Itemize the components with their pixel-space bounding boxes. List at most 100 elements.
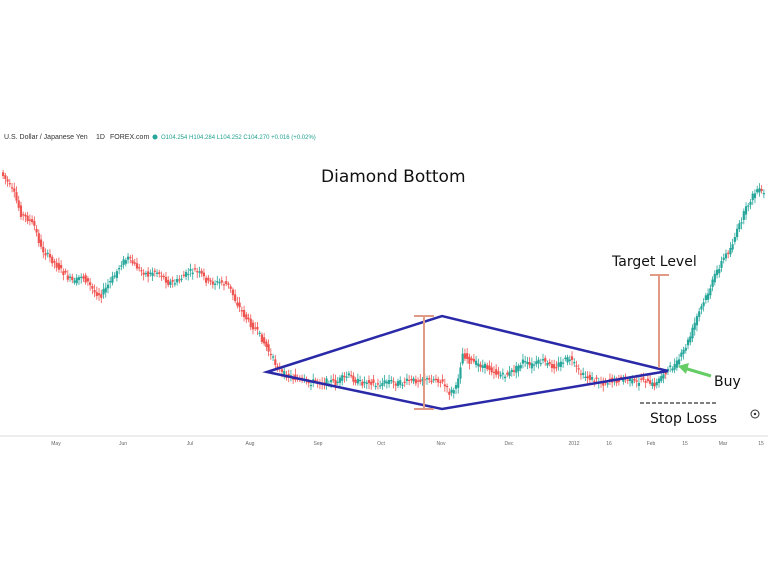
candle-body bbox=[213, 283, 217, 285]
candle-body bbox=[17, 200, 20, 208]
candle-body bbox=[365, 382, 368, 385]
candle-body bbox=[515, 365, 518, 373]
candle-body bbox=[517, 365, 520, 372]
candle-body bbox=[167, 279, 170, 285]
candle-body bbox=[160, 275, 163, 277]
candle-body bbox=[173, 283, 177, 285]
candle-body bbox=[48, 253, 52, 258]
candle-body bbox=[740, 222, 743, 224]
candle-body bbox=[126, 256, 130, 260]
pattern-height-measure bbox=[414, 315, 434, 410]
candle-body bbox=[492, 371, 496, 374]
candle-body bbox=[537, 359, 540, 364]
candle-body bbox=[189, 269, 192, 271]
candle-body bbox=[702, 302, 705, 307]
candle-body bbox=[258, 332, 261, 334]
x-tick-label: 16 bbox=[606, 441, 612, 447]
candle-body bbox=[345, 376, 348, 378]
candle-body bbox=[678, 359, 681, 365]
candle-body bbox=[684, 347, 687, 351]
candle-body bbox=[184, 272, 188, 277]
candle-body bbox=[122, 259, 125, 265]
candle-body bbox=[53, 261, 56, 263]
candle-body bbox=[673, 364, 676, 370]
candle-body bbox=[709, 288, 712, 296]
candle-body bbox=[606, 383, 609, 385]
candle-body bbox=[749, 201, 752, 205]
candle-body bbox=[314, 379, 317, 382]
candle-body bbox=[628, 378, 632, 382]
candle-body bbox=[588, 374, 591, 380]
candle-body bbox=[486, 365, 489, 370]
candle-body bbox=[149, 272, 152, 274]
candle-body bbox=[385, 381, 388, 384]
settings-icon[interactable] bbox=[750, 409, 760, 419]
candle-body bbox=[481, 365, 484, 369]
candle-body bbox=[106, 284, 110, 289]
candle-body bbox=[483, 363, 487, 368]
candle-body bbox=[412, 378, 415, 382]
candle-body bbox=[354, 379, 357, 383]
candle-body bbox=[260, 334, 264, 342]
candle-body bbox=[474, 360, 478, 365]
candle-body bbox=[660, 376, 663, 382]
candle-body bbox=[646, 378, 649, 382]
candle-body bbox=[178, 279, 181, 281]
candle-body bbox=[595, 377, 598, 379]
candle-body bbox=[338, 377, 342, 383]
candle-body bbox=[229, 286, 232, 289]
candle-body bbox=[524, 361, 527, 363]
candle-body bbox=[129, 257, 132, 259]
candle-body bbox=[698, 311, 701, 317]
candle-body bbox=[738, 223, 741, 230]
candle-body bbox=[443, 384, 446, 387]
candle-body bbox=[102, 289, 105, 295]
candle-body bbox=[256, 326, 259, 330]
candle-body bbox=[187, 273, 190, 276]
candle-body bbox=[6, 179, 9, 182]
candle-body bbox=[238, 302, 241, 308]
candle-body bbox=[414, 379, 417, 384]
candle-body bbox=[265, 341, 268, 347]
candle-body bbox=[640, 378, 643, 380]
candle-body bbox=[421, 379, 424, 381]
candle-body bbox=[91, 286, 94, 289]
candle-body bbox=[466, 353, 469, 360]
candle-body bbox=[75, 277, 78, 284]
candle-body bbox=[519, 364, 522, 369]
candle-body bbox=[115, 271, 118, 279]
candle-body bbox=[169, 281, 172, 285]
candle-body bbox=[555, 367, 558, 369]
target-level-label: Target Level bbox=[611, 254, 697, 270]
candle-body bbox=[506, 372, 509, 375]
candle-body bbox=[392, 381, 395, 383]
candle-body bbox=[13, 188, 16, 192]
candle-body bbox=[570, 356, 574, 360]
candle-body bbox=[727, 252, 730, 254]
candle-body bbox=[202, 272, 206, 277]
candle-body bbox=[133, 262, 136, 264]
candle-body bbox=[361, 381, 364, 386]
x-axis-ticks: May Jun Jul Aug Sep Oct Nov Dec 2012 16 Feb 15 Mar 15 bbox=[51, 441, 764, 447]
candle-body bbox=[292, 378, 295, 380]
candle-body bbox=[582, 372, 585, 376]
candle-body bbox=[22, 214, 25, 216]
candle-body bbox=[4, 175, 7, 179]
candle-body bbox=[620, 376, 623, 379]
candle-body bbox=[95, 292, 98, 297]
candle-body bbox=[307, 381, 310, 384]
candle-body bbox=[671, 368, 674, 371]
candle-body bbox=[510, 369, 513, 373]
candle-body bbox=[432, 379, 435, 381]
candle-body bbox=[93, 290, 96, 293]
candle-body bbox=[577, 368, 580, 370]
candle-body bbox=[508, 371, 511, 376]
candle-body bbox=[495, 369, 498, 375]
candle-body bbox=[33, 221, 36, 226]
candle-body bbox=[675, 360, 678, 368]
candle-body bbox=[644, 380, 647, 383]
candle-body bbox=[553, 364, 556, 369]
candle-body bbox=[120, 265, 123, 267]
candle-body bbox=[350, 375, 353, 377]
candle-body bbox=[193, 268, 197, 270]
